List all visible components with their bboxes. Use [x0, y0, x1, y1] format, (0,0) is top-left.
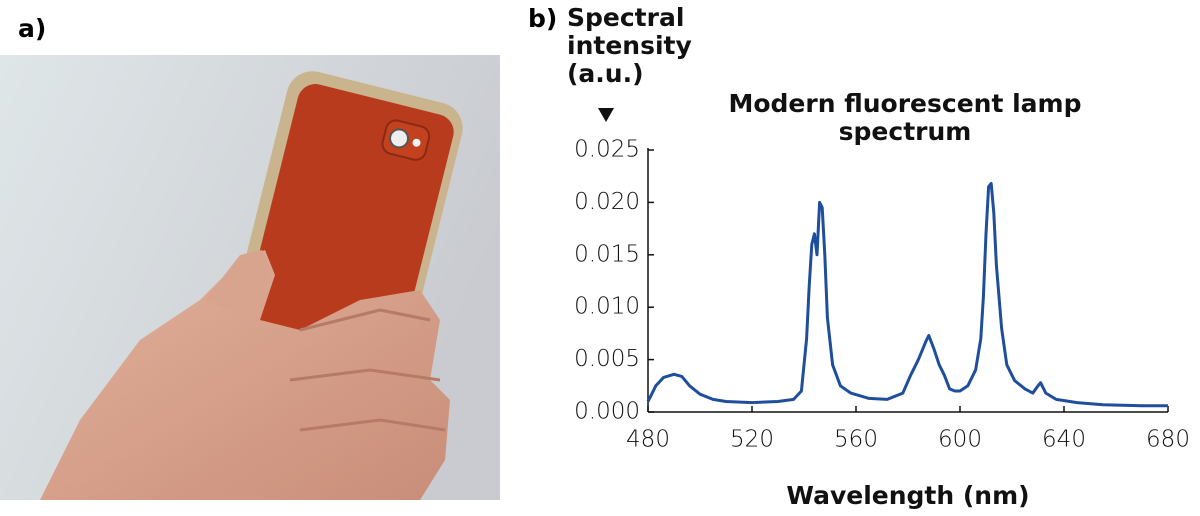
thumb — [205, 250, 272, 310]
y-tick-label: 0.010 — [574, 294, 640, 320]
x-tick-label: 560 — [834, 427, 878, 453]
panel-label: b) — [528, 4, 557, 33]
x-tick-label: 640 — [1042, 427, 1086, 453]
y-tick-label: 0.000 — [574, 399, 640, 425]
x-tick-label: 600 — [938, 427, 982, 453]
y-axis-label: Spectral intensity (a.u.) — [567, 3, 692, 88]
y-tick-label: 0.015 — [574, 241, 640, 267]
y-tick-label: 0.025 — [574, 137, 640, 163]
x-tick-label: 480 — [626, 427, 670, 453]
panel-label: a) — [18, 14, 46, 43]
chart-title: Modern fluorescent lamp spectrum — [728, 89, 1082, 146]
finger-creases — [289, 308, 446, 432]
x-axis-label: Wavelength (nm) — [786, 481, 1030, 510]
y-tick-label: 0.020 — [574, 189, 640, 215]
x-tick-label: 680 — [1146, 427, 1190, 453]
x-tick-label: 520 — [730, 427, 774, 453]
axis-arrow — [598, 108, 614, 122]
y-tick-label: 0.005 — [574, 346, 640, 372]
photo — [0, 55, 500, 500]
spectrum-line — [646, 182, 1168, 408]
hand — [40, 250, 450, 500]
